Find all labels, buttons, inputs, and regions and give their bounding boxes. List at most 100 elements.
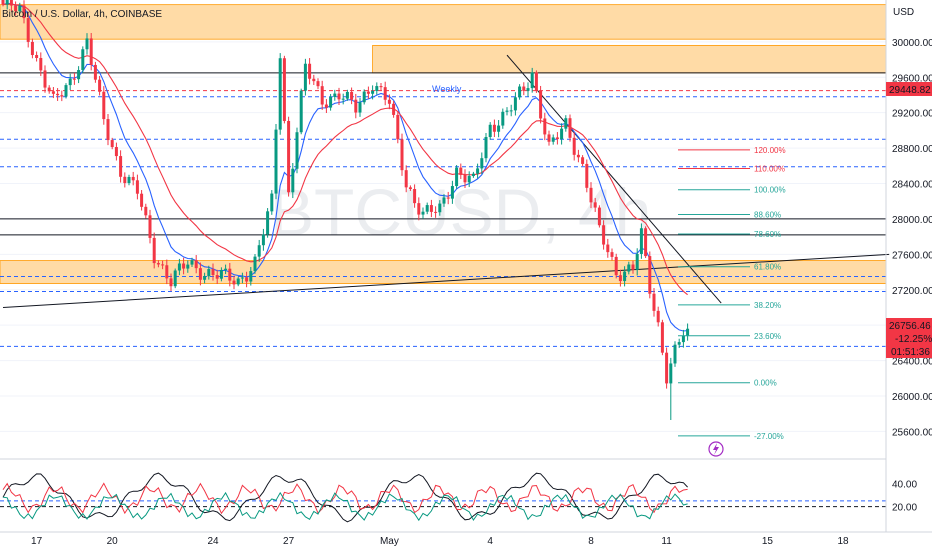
candle-body[interactable] [560, 128, 564, 140]
candle-body[interactable] [673, 344, 677, 364]
candle-body[interactable] [135, 180, 139, 194]
candle-body[interactable] [547, 134, 551, 142]
fast-moving-average-line[interactable] [2, 2, 688, 332]
candle-body[interactable] [85, 38, 89, 50]
candle-body[interactable] [68, 78, 72, 86]
candle-body[interactable] [681, 335, 685, 343]
candle-body[interactable] [526, 88, 530, 91]
candle-body[interactable] [186, 264, 190, 269]
candle-body[interactable] [656, 310, 660, 323]
candle-body[interactable] [450, 186, 454, 199]
candle-body[interactable] [156, 263, 160, 265]
candle-body[interactable] [467, 176, 471, 183]
candle-body[interactable] [413, 189, 417, 204]
candle-body[interactable] [345, 91, 349, 99]
candle-body[interactable] [354, 99, 358, 113]
candle-body[interactable] [106, 119, 110, 141]
candle-body[interactable] [140, 193, 144, 207]
candle-body[interactable] [463, 174, 467, 183]
candle-body[interactable] [14, 5, 18, 12]
candle-body[interactable] [677, 342, 681, 345]
candle-body[interactable] [581, 157, 585, 164]
candle-body[interactable] [589, 187, 593, 203]
candle-body[interactable] [383, 87, 387, 100]
candle-body[interactable] [660, 322, 664, 353]
candle-body[interactable] [18, 5, 22, 12]
candle-body[interactable] [81, 49, 85, 71]
candle-body[interactable] [442, 197, 446, 204]
candle-body[interactable] [249, 271, 253, 282]
candle-body[interactable] [585, 163, 589, 188]
candle-body[interactable] [396, 114, 400, 140]
candle-body[interactable] [190, 260, 194, 265]
candle-body[interactable] [371, 91, 375, 94]
slow-moving-average-line[interactable] [2, 3, 688, 296]
candle-body[interactable] [665, 352, 669, 384]
candle-body[interactable] [635, 253, 639, 270]
candle-body[interactable] [291, 168, 295, 193]
candle-body[interactable] [555, 137, 559, 140]
candle-body[interactable] [497, 125, 501, 132]
candle-body[interactable] [287, 120, 291, 193]
candle-body[interactable] [400, 139, 404, 171]
candle-body[interactable] [366, 91, 370, 94]
candle-body[interactable] [182, 263, 186, 269]
candle-body[interactable] [421, 211, 425, 215]
candle-body[interactable] [1, 0, 5, 5]
candle-body[interactable] [303, 63, 307, 91]
candle-body[interactable] [639, 228, 643, 254]
candle-body[interactable] [501, 111, 505, 126]
candle-body[interactable] [425, 205, 429, 212]
candle-body[interactable] [337, 93, 341, 100]
candle-body[interactable] [119, 156, 123, 177]
candle-body[interactable] [434, 211, 438, 213]
candle-body[interactable] [618, 275, 622, 282]
candle-body[interactable] [329, 97, 333, 108]
candle-body[interactable] [379, 86, 383, 88]
candle-body[interactable] [207, 269, 211, 277]
candle-body[interactable] [459, 167, 463, 175]
candle-body[interactable] [295, 132, 299, 169]
candle-body[interactable] [610, 252, 614, 257]
candle-body[interactable] [530, 72, 534, 89]
candle-body[interactable] [194, 260, 198, 269]
candle-body[interactable] [56, 93, 60, 96]
candle-body[interactable] [270, 193, 274, 212]
candle-body[interactable] [471, 173, 475, 177]
candle-body[interactable] [9, 0, 13, 6]
candle-body[interactable] [484, 137, 488, 159]
candle-body[interactable] [669, 363, 673, 384]
candle-body[interactable] [47, 87, 51, 92]
candle-body[interactable] [333, 93, 337, 98]
candle-body[interactable] [627, 264, 631, 272]
candle-body[interactable] [278, 58, 282, 130]
candle-body[interactable] [64, 85, 68, 97]
candle-body[interactable] [341, 98, 345, 100]
candle-body[interactable] [266, 211, 270, 235]
candle-body[interactable] [375, 86, 379, 92]
candle-body[interactable] [173, 270, 177, 287]
candle-body[interactable] [169, 278, 173, 287]
candle-body[interactable] [131, 176, 135, 181]
candle-body[interactable] [198, 268, 202, 280]
candle-body[interactable] [518, 86, 522, 98]
candle-body[interactable] [564, 118, 568, 129]
candle-body[interactable] [274, 129, 278, 194]
candle-body[interactable] [597, 207, 601, 226]
candle-body[interactable] [539, 90, 543, 119]
candle-body[interactable] [308, 63, 312, 79]
candle-body[interactable] [282, 58, 286, 121]
candle-body[interactable] [228, 268, 232, 281]
candle-body[interactable] [219, 269, 223, 279]
candle-body[interactable] [631, 264, 635, 270]
candle-body[interactable] [652, 293, 656, 311]
candle-body[interactable] [123, 176, 127, 184]
candle-body[interactable] [51, 91, 55, 94]
candle-body[interactable] [22, 5, 26, 19]
candle-body[interactable] [43, 70, 47, 88]
candle-body[interactable] [312, 78, 316, 82]
candle-body[interactable] [686, 328, 690, 336]
candle-body[interactable] [509, 110, 513, 112]
candle-body[interactable] [576, 154, 580, 158]
